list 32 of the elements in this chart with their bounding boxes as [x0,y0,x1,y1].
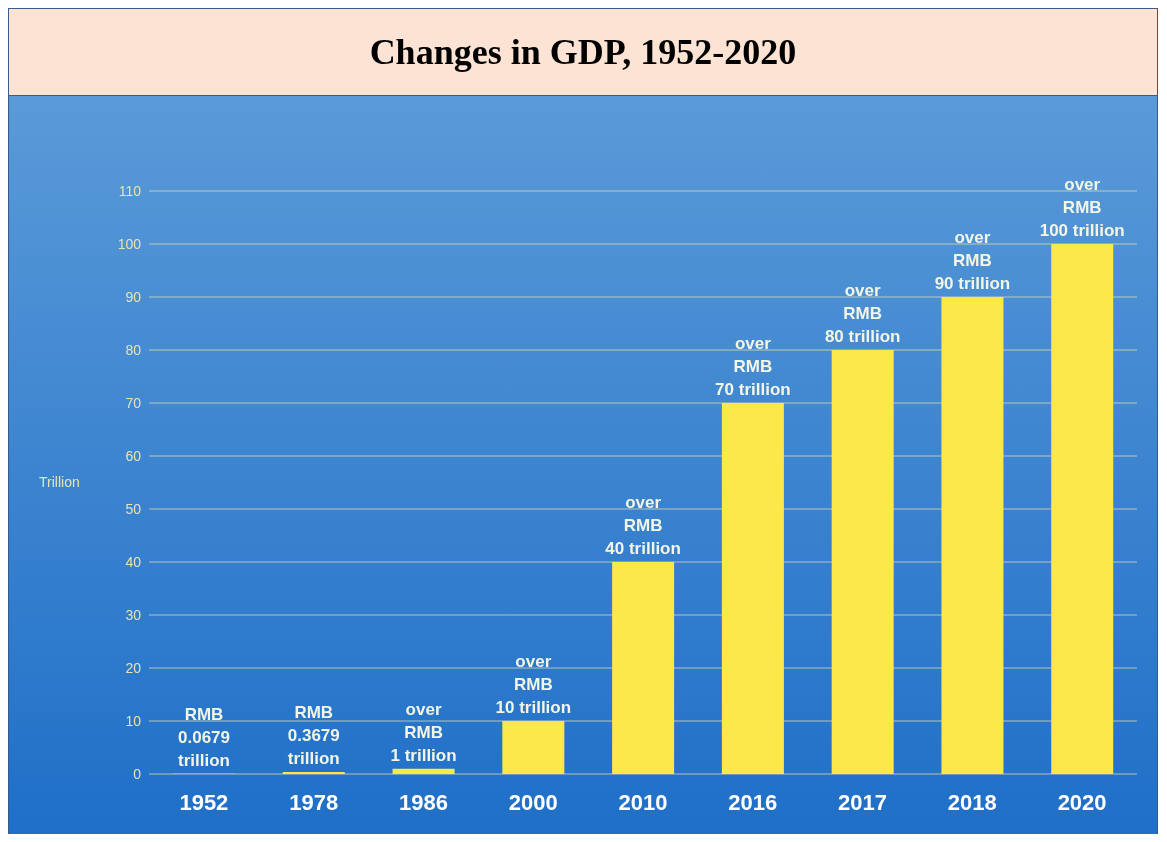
y-tick-label: 50 [125,500,142,517]
x-tick-label: 1952 [179,789,229,815]
data-label: RMB 0.0679 trillion [178,704,230,770]
data-label: over RMB 100 trillion [1039,175,1125,240]
y-tick-label: 40 [125,553,142,570]
x-tick-label: 2010 [618,789,668,815]
x-tick-label: 1986 [398,789,448,815]
y-tick-label: 80 [125,341,142,358]
x-tick-label: 2000 [508,789,558,815]
y-tick-label: 110 [118,182,142,199]
y-axis-title: Trillion [39,474,80,491]
y-tick-label: 90 [125,288,142,305]
y-tick-label: 100 [117,235,142,252]
y-tick-label: 0 [133,765,142,782]
data-label: RMB 0.3679 trillion [287,703,340,769]
data-label: over RMB 1 trillion [390,699,457,765]
y-tick-label: 60 [125,447,142,464]
x-tick-label: 2016 [728,789,778,815]
data-label: over RMB 40 trillion [605,493,681,558]
x-tick-label: 2018 [947,789,997,815]
data-label: over RMB 70 trillion [715,334,791,399]
x-tick-label: 2020 [1057,789,1107,815]
data-label: over RMB 90 trillion [934,228,1011,293]
data-label: over RMB 80 trillion [824,281,901,346]
x-tick-label: 1978 [289,789,339,815]
y-tick-label: 70 [125,394,142,411]
data-label: over RMB 10 trillion [495,652,572,717]
y-tick-label: 30 [125,606,142,623]
y-tick-label: 20 [125,659,142,676]
y-tick-label: 10 [125,712,142,729]
x-tick-label: 2017 [838,789,888,815]
chart-title: Changes in GDP, 1952-2020 [369,31,797,73]
